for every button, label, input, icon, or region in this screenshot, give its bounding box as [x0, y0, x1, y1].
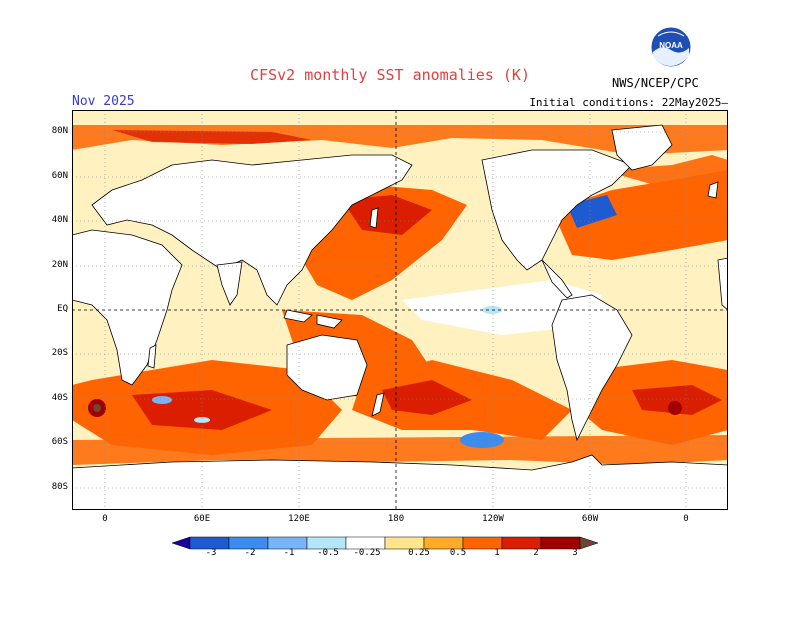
lon-label-0: 0	[102, 514, 108, 524]
lon-label-120e: 120E	[288, 514, 310, 524]
equator-dateline	[72, 110, 728, 510]
lon-label-180: 180	[387, 514, 405, 524]
noaa-logo-icon: NOAA	[650, 26, 692, 68]
colorbar-tick-05: 0.5	[449, 548, 467, 558]
colorbar-tick-m05: -0.5	[317, 548, 339, 558]
noaa-logo-text: NOAA	[659, 41, 683, 50]
lon-label-60w: 60W	[581, 514, 599, 524]
lat-label-40n: 40N	[51, 215, 68, 225]
sst-anomaly-map	[72, 110, 728, 510]
colorbar-swatch	[579, 536, 599, 550]
colorbar-swatch	[171, 536, 191, 550]
colorbar-tick-m2: -2	[244, 548, 256, 558]
lat-label-80n: 80N	[51, 126, 68, 136]
lat-label-80s: 80S	[51, 482, 68, 492]
chart-title: CFSv2 monthly SST anomalies (K)	[250, 66, 530, 84]
colorbar-tick-m025: -0.25	[353, 548, 381, 558]
colorbar	[171, 536, 599, 550]
lat-label-60s: 60S	[51, 437, 68, 447]
colorbar-tick-3: 3	[572, 548, 578, 558]
colorbar-swatches	[171, 536, 599, 550]
lat-label-20s: 20S	[51, 348, 68, 358]
lon-label-120w: 120W	[482, 514, 504, 524]
lat-label-60n: 60N	[51, 171, 68, 181]
agency-label: NWS/NCEP/CPC	[612, 76, 699, 90]
lon-label-60e: 60E	[193, 514, 211, 524]
colorbar-tick-2: 2	[533, 548, 539, 558]
lat-label-40s: 40S	[51, 393, 68, 403]
lon-label-0-east: 0	[683, 514, 689, 524]
valid-month: Nov 2025	[72, 94, 135, 109]
colorbar-tick-1: 1	[494, 548, 500, 558]
colorbar-tick-m3: -3	[205, 548, 217, 558]
lat-label-20n: 20N	[51, 260, 68, 270]
colorbar-tick-m1: -1	[283, 548, 295, 558]
continents	[72, 124, 728, 510]
colorbar-tick-025: 0.25	[408, 548, 430, 558]
lat-label-eq: EQ	[57, 304, 68, 314]
